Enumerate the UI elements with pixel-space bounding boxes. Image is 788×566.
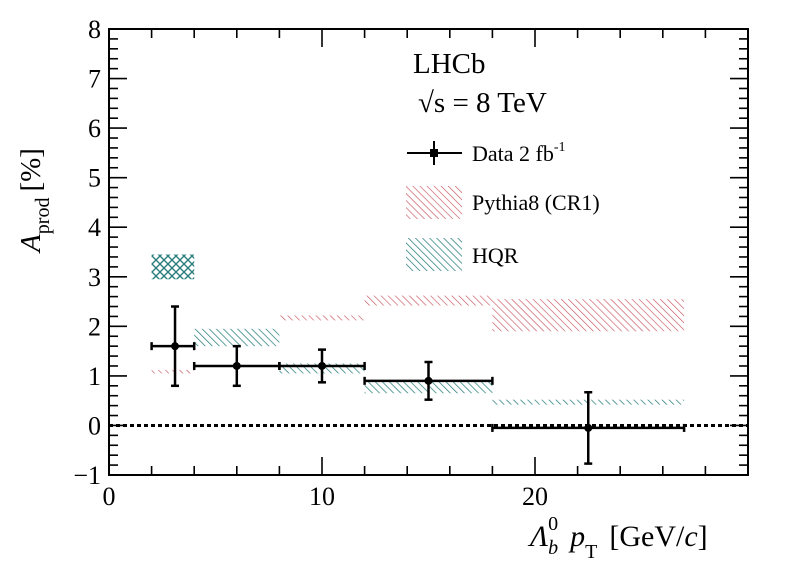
x-axis-label-var: p	[568, 520, 585, 553]
x-axis-label-symbol: Λ	[527, 520, 548, 553]
legend: LHCb √s = 8 TeV Data 2 fb-1 Pythia8 (CR1…	[406, 48, 600, 271]
x-tick-label: 0	[103, 482, 116, 511]
legend-pythia-entry: Pythia8 (CR1)	[406, 186, 600, 219]
x-axis-label-sup: 0	[548, 513, 558, 535]
y-tick-label: −1	[73, 461, 101, 490]
x-axis-label-unit-c: c	[684, 520, 697, 553]
data-point-3	[363, 360, 494, 401]
data-point-marker-1	[232, 361, 241, 370]
y-tick-label: 1	[88, 362, 101, 391]
pythia-band-0	[151, 369, 195, 374]
legend-hqr-label: HQR	[472, 243, 519, 268]
axes-layer	[108, 28, 749, 476]
y-tick-label: 2	[88, 312, 101, 341]
y-tick-label: 4	[88, 213, 101, 242]
x-tick-label: 10	[309, 482, 335, 511]
svg-text:Data 2 fb-1: Data 2 fb-1	[472, 140, 566, 166]
pythia-band-2	[364, 295, 493, 306]
data-point-marker-2	[318, 361, 326, 370]
legend-pythia-swatch	[406, 186, 462, 219]
x-axis-label-sub: b	[548, 537, 558, 559]
y-tick-label: 7	[88, 65, 101, 94]
x-axis-label-unit-open: [GeV/	[609, 520, 685, 553]
data-point-1	[192, 344, 281, 388]
plot-frame	[108, 28, 749, 476]
legend-hqr-entry: HQR	[406, 238, 519, 271]
data-points-layer	[150, 305, 686, 465]
y-tick-label: 8	[88, 15, 101, 44]
y-tick-label: 3	[88, 263, 101, 292]
data-point-0	[150, 305, 196, 388]
energy-label: √s = 8 TeV	[418, 87, 547, 119]
x-axis-label: Λb0 pT [GeV/c]	[527, 513, 708, 563]
data-point-marker-3	[424, 376, 433, 385]
data-point-4	[491, 390, 686, 465]
y-tick-label: 6	[88, 114, 101, 143]
legend-pythia-label: Pythia8 (CR1)	[472, 190, 600, 215]
y-axis-label: Aprod [%]	[15, 148, 54, 254]
pythia-band-1	[279, 315, 365, 321]
experiment-label: LHCb	[413, 48, 486, 80]
pythia-band-3	[492, 299, 685, 332]
legend-hqr-swatch	[406, 238, 462, 271]
y-tick-label: 5	[88, 164, 101, 193]
y-axis-label-unit: [%]	[15, 148, 47, 191]
x-axis-label-unit-close: ]	[698, 520, 708, 553]
x-tick-label: 20	[522, 482, 548, 511]
legend-data-marker-dot	[430, 149, 438, 157]
legend-data-label: Data 2 fb	[472, 141, 554, 166]
data-point-marker-4	[584, 423, 593, 432]
y-tick-label: 0	[88, 411, 101, 440]
hqr-band-0	[151, 254, 195, 280]
x-axis-label-var-sub: T	[585, 541, 597, 563]
legend-data-entry: Data 2 fb-1	[407, 140, 566, 166]
y-axis-label-sub: prod	[32, 198, 54, 235]
hqr-band-1	[194, 328, 280, 347]
data-point-marker-0	[171, 342, 180, 351]
legend-data-label-sup: -1	[554, 140, 566, 155]
bands-layer	[151, 254, 685, 405]
data-point-2	[278, 348, 366, 384]
y-axis-label-main: A	[15, 234, 47, 254]
